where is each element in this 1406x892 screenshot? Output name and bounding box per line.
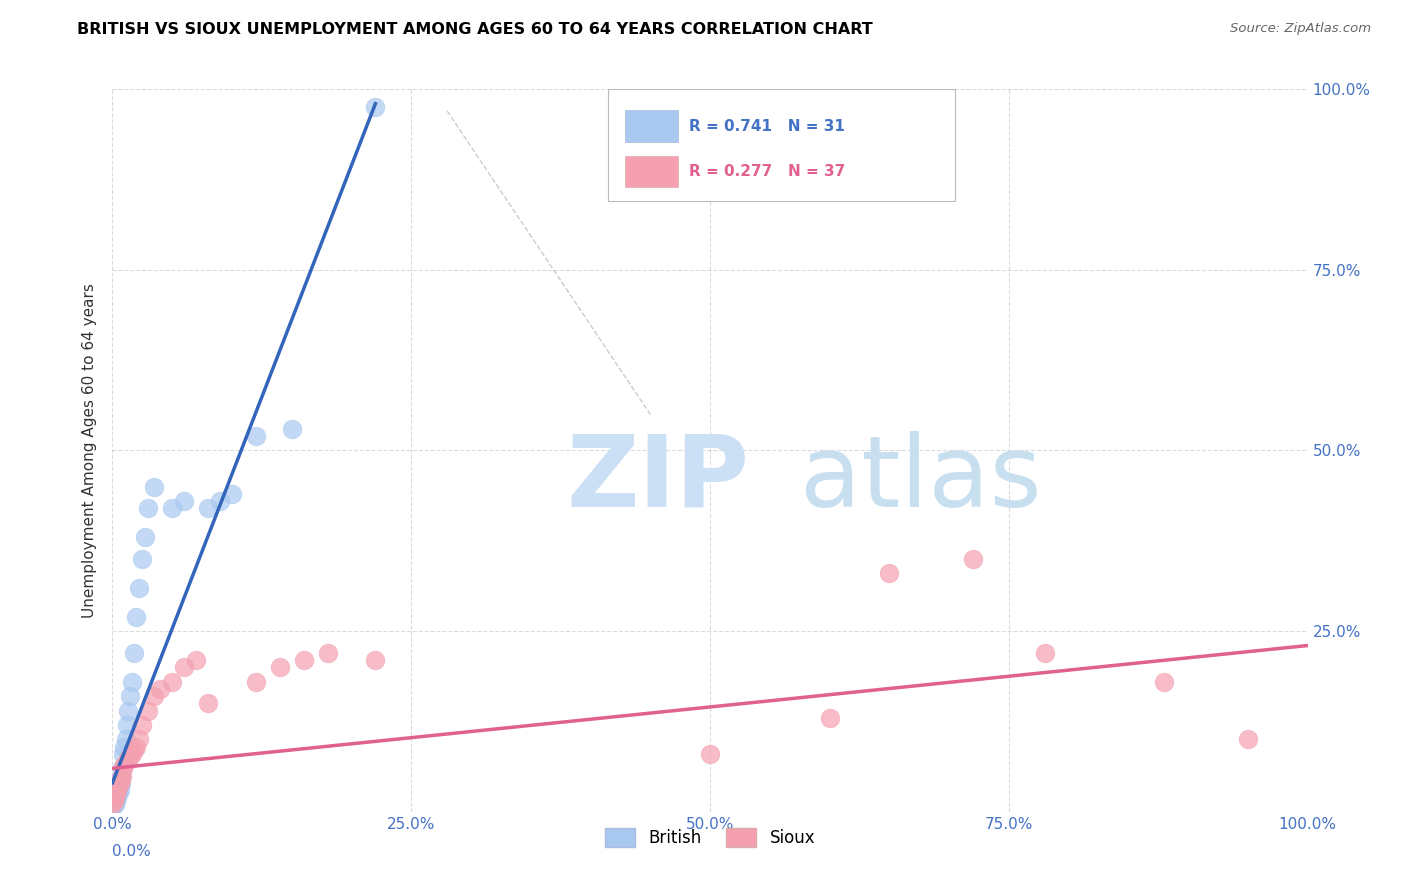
Point [138, 501, 160, 516]
Point [699, 747, 721, 761]
Point [162, 674, 183, 689]
Point [112, 747, 135, 761]
Point [131, 551, 153, 566]
Text: R = 0.277   N = 37: R = 0.277 N = 37 [689, 164, 845, 179]
Point [110, 772, 132, 787]
Point [128, 581, 150, 595]
Point [173, 660, 195, 674]
Point [114, 732, 136, 747]
Y-axis label: Unemployment Among Ages 60 to 64 years: Unemployment Among Ages 60 to 64 years [82, 283, 97, 618]
Point [111, 769, 134, 783]
Point [112, 761, 135, 775]
Point [120, 689, 142, 703]
Point [316, 646, 339, 660]
Point [162, 501, 183, 516]
Point [114, 739, 135, 754]
Point [105, 787, 128, 801]
Point [105, 783, 128, 797]
Point [1033, 646, 1056, 660]
Text: 0.0%: 0.0% [112, 844, 152, 859]
Point [108, 776, 131, 790]
Point [134, 530, 156, 544]
Point [111, 761, 134, 775]
Point [962, 551, 984, 566]
Point [117, 704, 139, 718]
Point [197, 501, 219, 516]
Text: atlas: atlas [800, 431, 1042, 528]
Point [128, 732, 150, 747]
Point [149, 681, 172, 696]
Text: ZIP: ZIP [567, 431, 749, 528]
Point [118, 750, 141, 764]
Point [138, 704, 160, 718]
Point [104, 797, 127, 812]
Point [143, 689, 166, 703]
Point [125, 609, 148, 624]
Point [209, 494, 232, 508]
Point [173, 494, 195, 508]
Text: BRITISH VS SIOUX UNEMPLOYMENT AMONG AGES 60 TO 64 YEARS CORRELATION CHART: BRITISH VS SIOUX UNEMPLOYMENT AMONG AGES… [77, 22, 873, 37]
Point [197, 696, 219, 710]
Point [221, 487, 243, 501]
Point [104, 790, 127, 805]
Legend: British, Sioux: British, Sioux [598, 822, 823, 854]
Point [122, 743, 145, 757]
Point [121, 674, 143, 689]
Point [115, 754, 138, 768]
FancyBboxPatch shape [609, 89, 955, 202]
Point [281, 422, 304, 436]
Point [101, 801, 124, 815]
Point [105, 790, 128, 805]
Point [1153, 674, 1175, 689]
Point [1237, 732, 1260, 747]
Text: R = 0.741   N = 31: R = 0.741 N = 31 [689, 119, 845, 134]
Point [269, 660, 291, 674]
Point [110, 769, 132, 783]
Point [114, 757, 135, 772]
Point [245, 429, 267, 443]
Point [103, 794, 125, 808]
Point [245, 674, 267, 689]
Point [131, 718, 153, 732]
FancyBboxPatch shape [626, 156, 678, 187]
FancyBboxPatch shape [626, 110, 678, 142]
Point [107, 787, 129, 801]
Point [364, 653, 387, 667]
Point [121, 747, 143, 761]
Point [105, 794, 128, 808]
Point [818, 711, 841, 725]
Point [115, 718, 138, 732]
Point [143, 480, 166, 494]
Point [107, 780, 129, 794]
Point [110, 776, 132, 790]
Point [101, 797, 124, 812]
Text: Source: ZipAtlas.com: Source: ZipAtlas.com [1230, 22, 1371, 36]
Point [108, 783, 131, 797]
Point [186, 653, 208, 667]
Point [125, 739, 148, 754]
Point [879, 566, 901, 581]
Point [122, 646, 145, 660]
Point [292, 653, 315, 667]
Point [364, 100, 387, 114]
